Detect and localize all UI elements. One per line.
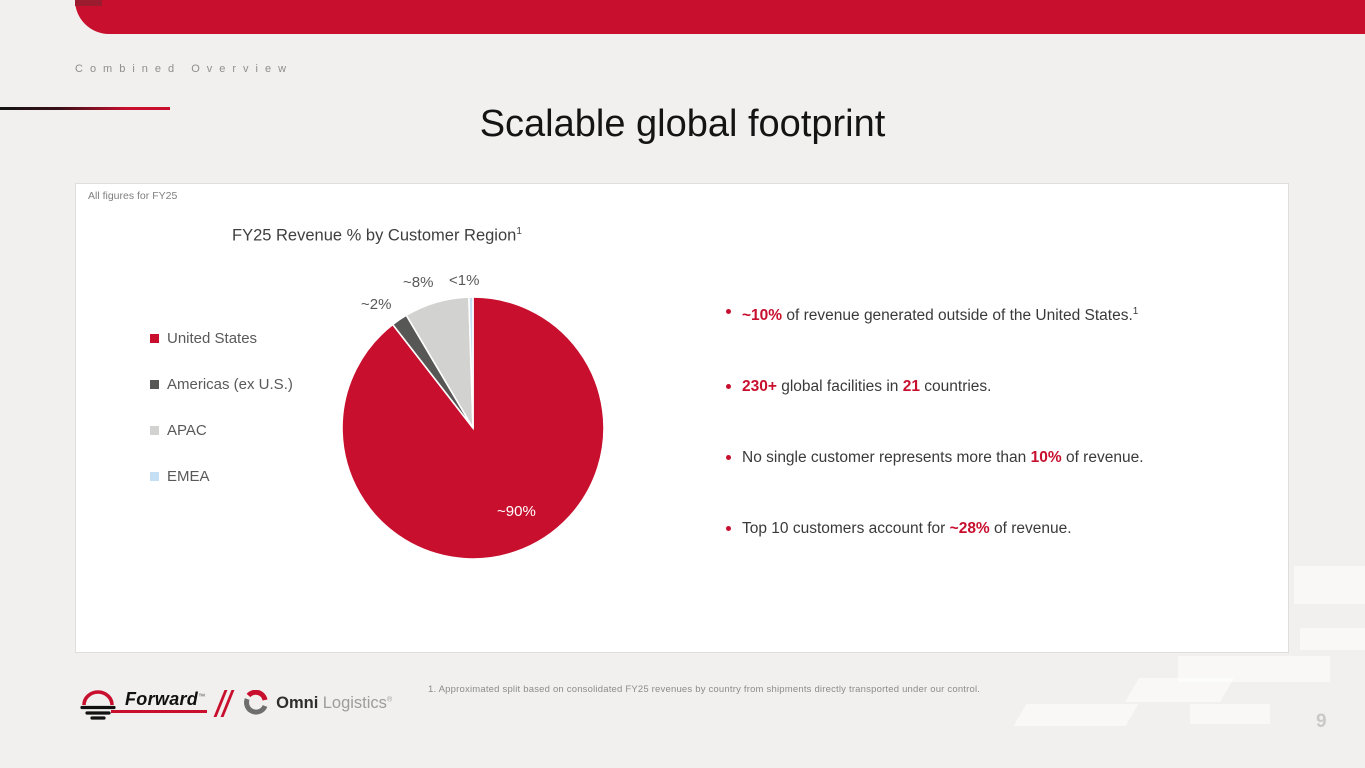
omni-logo-icon bbox=[244, 690, 268, 715]
legend-marker-icon bbox=[150, 472, 159, 481]
forward-name-text: Forward bbox=[125, 689, 199, 709]
eyebrow-accent-line bbox=[0, 107, 170, 110]
bullet-item: 230+ global facilities in 21 countries. bbox=[726, 376, 1206, 397]
bg-flag-shape bbox=[1300, 628, 1365, 650]
legend-item: APAC bbox=[150, 422, 293, 439]
legend-marker-icon bbox=[150, 380, 159, 389]
bullet-dot-icon bbox=[726, 526, 731, 532]
pie-legend: United States Americas (ex U.S.) APAC EMEA bbox=[150, 330, 293, 485]
bg-flag-shape bbox=[1294, 566, 1365, 604]
bg-flag-shape bbox=[1013, 704, 1139, 726]
bullet-dot-icon bbox=[726, 455, 731, 461]
page-title: Scalable global footprint bbox=[479, 103, 886, 145]
legend-marker-icon bbox=[150, 426, 159, 435]
pie-label-americas: ~2% bbox=[361, 296, 392, 313]
pie-label-apac: ~8% bbox=[403, 274, 434, 291]
chart-title-superscript: 1 bbox=[516, 226, 522, 237]
logo-separator-slashes-icon bbox=[213, 689, 235, 717]
bullet-text: No single customer represents more than … bbox=[742, 449, 1144, 467]
top-red-bar bbox=[75, 0, 1365, 34]
bullet-item: ~10% of revenue generated outside of the… bbox=[726, 301, 1206, 326]
bullet-text: 230+ global facilities in 21 countries. bbox=[742, 378, 992, 396]
top-red-bar-notch bbox=[75, 0, 102, 6]
legend-item: EMEA bbox=[150, 468, 293, 485]
forward-logo: Forward™ bbox=[75, 683, 208, 723]
legend-item: Americas (ex U.S.) bbox=[150, 376, 293, 393]
legend-item: United States bbox=[150, 330, 293, 347]
pie-label-emea: <1% bbox=[449, 272, 480, 289]
omni-name-text: Omni bbox=[276, 693, 319, 712]
page-number: 9 bbox=[1316, 711, 1327, 732]
omni-reg-mark: ® bbox=[386, 696, 393, 704]
bg-flag-shape bbox=[1190, 704, 1270, 724]
bullet-item: Top 10 customers account for ~28% of rev… bbox=[726, 518, 1206, 539]
bullet-dot-icon bbox=[726, 384, 731, 390]
forward-tm-mark: ™ bbox=[198, 693, 206, 701]
legend-marker-icon bbox=[150, 334, 159, 343]
omni-logistics-logo: Omni Logistics® bbox=[243, 690, 392, 716]
chart-title-text: FY25 Revenue % by Customer Region bbox=[232, 226, 517, 245]
legend-label: APAC bbox=[167, 422, 207, 439]
card-note: All figures for FY25 bbox=[88, 190, 178, 202]
legend-label: United States bbox=[167, 330, 258, 347]
footer-logos: Forward™ Omni Logistics® bbox=[75, 683, 392, 723]
forward-wordmark: Forward™ bbox=[111, 689, 208, 713]
omni-logistics-text: Logistics bbox=[322, 693, 387, 712]
legend-label: EMEA bbox=[167, 468, 210, 485]
pie-slice-emea bbox=[468, 296, 474, 429]
pie-chart bbox=[341, 296, 605, 560]
bullet-text: ~10% of revenue generated outside of the… bbox=[742, 306, 1139, 325]
chart-title: FY25 Revenue % by Customer Region1 bbox=[232, 226, 522, 246]
bg-flag-shape bbox=[1178, 656, 1330, 682]
forward-underline bbox=[111, 710, 208, 713]
pie-label-united-states: ~90% bbox=[497, 503, 536, 520]
content-card bbox=[75, 183, 1289, 653]
bullet-dot-icon bbox=[726, 309, 731, 314]
key-facts-list: ~10% of revenue generated outside of the… bbox=[726, 301, 1206, 539]
section-eyebrow: Combined Overview bbox=[75, 63, 294, 75]
bg-flag-shape bbox=[1125, 678, 1234, 702]
footnote: 1. Approximated split based on consolida… bbox=[428, 684, 981, 695]
bullet-item: No single customer represents more than … bbox=[726, 447, 1206, 468]
omni-wordmark: Omni Logistics® bbox=[276, 694, 392, 713]
legend-label: Americas (ex U.S.) bbox=[167, 376, 293, 393]
forward-logo-icon bbox=[80, 690, 116, 720]
bullet-text: Top 10 customers account for ~28% of rev… bbox=[742, 520, 1072, 538]
